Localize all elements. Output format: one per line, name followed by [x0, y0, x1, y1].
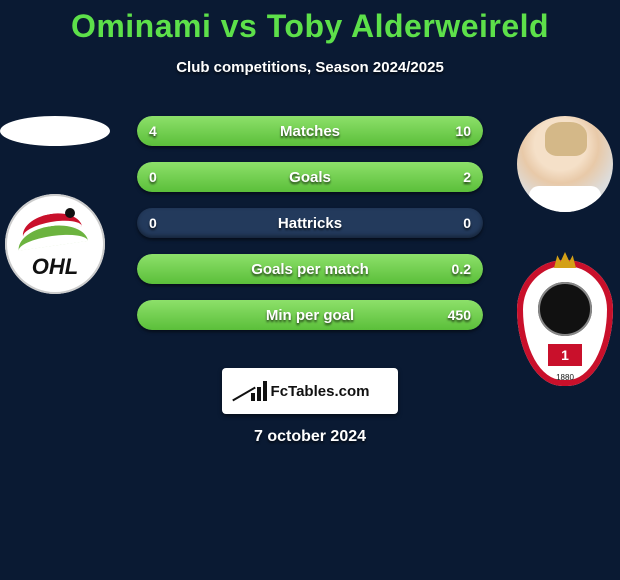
player-left-avatar [0, 116, 110, 146]
stat-bar-row: 0.2Goals per match [137, 254, 483, 284]
club-badge-year: 1880 [517, 373, 613, 382]
stat-label: Goals [137, 162, 483, 192]
watermark-logo: FcTables.com [222, 368, 398, 414]
stat-bar-row: 00Hattricks [137, 208, 483, 238]
stat-label: Hattricks [137, 208, 483, 238]
watermark-icon [251, 381, 267, 401]
player-right-avatar [517, 116, 613, 212]
player-left-club-logo: OHL [5, 194, 105, 294]
stat-bars: 410Matches 02Goals 00Hattricks 0.2Goals per… [137, 116, 483, 330]
player-right-club-logo: 1 1880 [517, 260, 613, 386]
stat-bar-row: 410Matches [137, 116, 483, 146]
date-label: 7 october 2024 [0, 428, 620, 446]
watermark-text: FcTables.com [271, 383, 370, 400]
comparison-area: OHL 1 1880 410Matches02Goals00Hattricks0… [0, 116, 620, 330]
stat-label: Matches [137, 116, 483, 146]
stat-bar-row: 02Goals [137, 162, 483, 192]
club-badge-number: 1 [548, 344, 582, 366]
right-player-column: 1 1880 [510, 116, 620, 386]
left-player-column: OHL [0, 116, 110, 294]
page-title: Ominami vs Toby Alderweireld [0, 0, 620, 45]
stat-label: Goals per match [137, 254, 483, 284]
stat-label: Min per goal [137, 300, 483, 330]
club-logo-text: OHL [5, 254, 105, 280]
subtitle: Club competitions, Season 2024/2025 [0, 59, 620, 76]
stat-bar-row: 450Min per goal [137, 300, 483, 330]
